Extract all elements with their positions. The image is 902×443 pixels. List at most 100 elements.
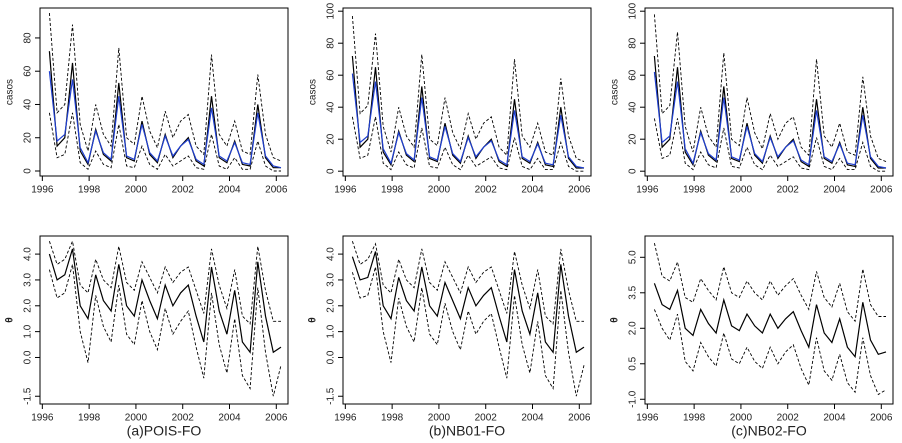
x-tick-label: 2002: [475, 413, 498, 424]
x-tick-label: 2000: [428, 185, 451, 196]
y-tick-label: 80: [326, 37, 337, 49]
x-tick-label: 1996: [31, 185, 54, 196]
plot-frame: [342, 235, 592, 405]
x-tick-label: 2006: [870, 413, 893, 424]
series-line: [653, 309, 887, 396]
x-tick-label: 2006: [265, 185, 288, 196]
panel-caption: (a)POIS-FO: [127, 423, 202, 439]
y-tick-label: 20: [326, 133, 337, 145]
series-line: [48, 248, 282, 354]
series-line: [351, 241, 584, 325]
x-tick-label: 1998: [78, 185, 101, 196]
y-tick-label: 60: [628, 69, 639, 81]
x-tick-label: 1998: [381, 185, 404, 196]
y-tick-label: 0.0: [23, 350, 34, 364]
x-tick-label: 2006: [870, 185, 893, 196]
series-line: [653, 71, 887, 169]
y-tick-label: 4.0: [23, 247, 34, 261]
x-tick-label: 2000: [125, 413, 148, 424]
x-tick-label: 2000: [428, 413, 451, 424]
y-tick-label: 0.5: [628, 356, 639, 370]
series-line: [351, 251, 585, 354]
y-tick-label: 60: [326, 69, 337, 81]
x-tick-label: 2004: [521, 185, 544, 196]
series-line: [351, 73, 585, 169]
x-tick-label: 1998: [78, 413, 101, 424]
y-tick-label: -1.5: [23, 387, 34, 405]
x-tick-label: 2000: [730, 185, 753, 196]
x-tick-label: 1998: [683, 185, 706, 196]
series-line: [351, 116, 584, 172]
x-tick-label: 2004: [521, 413, 544, 424]
y-tick-label: 4.0: [326, 247, 337, 261]
y-tick-label: 20: [628, 133, 639, 145]
y-axis-label: θ: [308, 317, 319, 322]
plot-frame: [39, 235, 289, 405]
y-tick-label: -1.0: [628, 390, 639, 408]
y-tick-label: 40: [628, 101, 639, 113]
x-tick-label: 1998: [683, 413, 706, 424]
x-tick-label: 2006: [568, 185, 591, 196]
x-tick-label: 2006: [265, 413, 288, 424]
series-line: [653, 242, 886, 323]
series-line: [351, 55, 584, 169]
y-axis-label: casos: [5, 79, 16, 105]
y-tick-label: 0: [628, 168, 639, 174]
y-tick-label: 0: [23, 168, 34, 174]
plot-frame: [342, 7, 592, 177]
x-tick-label: 2006: [568, 413, 591, 424]
panel-caption: (c)NB02-FO: [731, 423, 807, 439]
y-tick-label: 100: [628, 2, 639, 19]
y-axis-label: θ: [5, 317, 16, 322]
y-tick-label: 80: [628, 37, 639, 49]
y-tick-label: 60: [23, 65, 34, 77]
x-tick-label: 2004: [823, 185, 846, 196]
x-tick-label: 2004: [823, 413, 846, 424]
series-line: [48, 71, 282, 169]
panel-caption: (b)NB01-FO: [429, 423, 505, 439]
x-tick-label: 2004: [218, 185, 241, 196]
x-tick-label: 1996: [31, 413, 54, 424]
x-tick-label: 1996: [334, 413, 357, 424]
x-tick-label: 2002: [777, 185, 800, 196]
y-tick-label: 40: [23, 98, 34, 110]
series-line: [351, 15, 585, 163]
series-line: [653, 283, 887, 359]
series-line: [351, 266, 585, 397]
y-tick-label: 3.0: [326, 273, 337, 287]
y-axis-label: casos: [610, 79, 621, 105]
y-tick-label: 3.5: [628, 285, 639, 299]
series-line: [48, 12, 282, 162]
series-line: [48, 51, 281, 169]
y-tick-label: 0.0: [326, 350, 337, 364]
y-tick-label: 2.0: [23, 298, 34, 312]
y-tick-label: 40: [326, 101, 337, 113]
series-line: [48, 264, 282, 397]
plot-frame: [644, 235, 894, 405]
y-tick-label: 100: [326, 2, 337, 19]
x-tick-label: 2002: [475, 185, 498, 196]
x-tick-label: 2000: [730, 413, 753, 424]
x-tick-label: 2000: [125, 185, 148, 196]
y-tick-label: 20: [23, 132, 34, 144]
y-tick-label: 2.0: [628, 321, 639, 335]
x-tick-label: 1998: [381, 413, 404, 424]
plot-frame: [39, 7, 289, 177]
x-tick-label: 2002: [172, 413, 195, 424]
y-tick-label: -1.5: [326, 387, 337, 405]
x-tick-label: 1996: [636, 413, 659, 424]
x-tick-label: 2002: [172, 185, 195, 196]
series-line: [653, 14, 887, 163]
y-tick-label: 3.0: [23, 273, 34, 287]
series-line: [48, 239, 281, 325]
x-tick-label: 1996: [334, 185, 357, 196]
series-line: [48, 112, 281, 172]
y-axis-label: casos: [308, 79, 319, 105]
y-tick-label: 0: [326, 168, 337, 174]
x-tick-label: 2002: [777, 413, 800, 424]
x-tick-label: 2004: [218, 413, 241, 424]
y-axis-label: θ: [610, 317, 621, 322]
y-tick-label: 1.0: [326, 324, 337, 338]
series-line: [653, 118, 886, 172]
